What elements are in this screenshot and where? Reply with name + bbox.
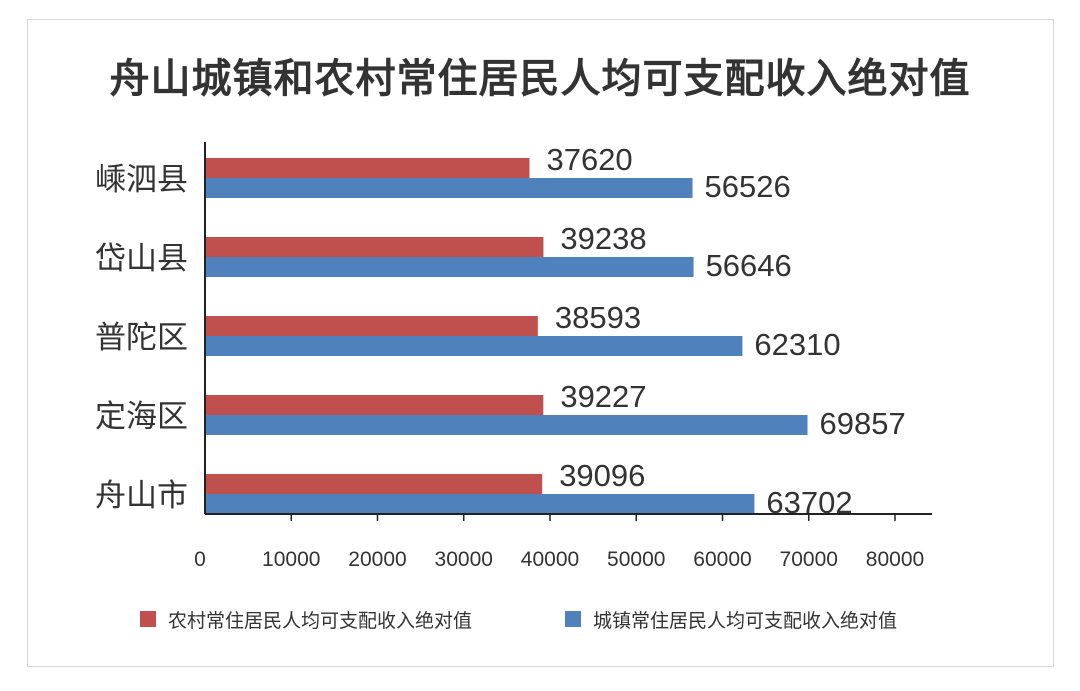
- category-label-1: 岱山县: [95, 241, 188, 277]
- data-label-urban-3: 69857: [820, 406, 906, 441]
- category-label-3: 定海区: [95, 399, 188, 435]
- x-tick-label-0: 0: [194, 548, 206, 571]
- data-label-rural-3: 39227: [560, 379, 646, 414]
- x-tick-label-1: 10000: [262, 548, 320, 571]
- bar-urban-0: [205, 178, 693, 198]
- bar-urban-2: [205, 336, 743, 356]
- x-tick-label-3: 30000: [435, 548, 493, 571]
- bar-urban-3: [205, 415, 808, 435]
- bar-rural-1: [205, 237, 544, 257]
- chart-title: 舟山城镇和农村常住居民人均可支配收入绝对值: [109, 56, 971, 102]
- category-label-4: 舟山市: [95, 478, 188, 514]
- bar-rural-4: [205, 474, 543, 494]
- category-label-0: 嵊泗县: [95, 162, 188, 198]
- bar-rural-0: [205, 158, 530, 178]
- legend-swatch-rural: [140, 611, 156, 627]
- legend-swatch-urban: [565, 611, 581, 627]
- x-tick-label-6: 60000: [693, 548, 751, 571]
- x-tick-label-7: 70000: [780, 548, 838, 571]
- x-tick-label-5: 50000: [607, 548, 665, 571]
- data-label-urban-2: 62310: [754, 327, 840, 362]
- category-label-2: 普陀区: [95, 320, 188, 356]
- data-label-rural-4: 39096: [559, 458, 645, 493]
- legend-label-urban: 城镇常住居民人均可支配收入绝对值: [593, 609, 898, 632]
- bar-urban-1: [205, 257, 694, 277]
- x-tick-label-8: 80000: [866, 548, 924, 571]
- x-tick-label-4: 40000: [521, 548, 579, 571]
- bar-rural-3: [205, 395, 544, 415]
- data-label-urban-0: 56526: [705, 169, 791, 204]
- data-label-rural-2: 38593: [555, 300, 641, 335]
- data-label-rural-1: 39238: [560, 221, 646, 256]
- x-tick-label-2: 20000: [348, 548, 406, 571]
- bar-rural-2: [205, 316, 538, 336]
- legend-item-rural: 农村常住居民人均可支配收入绝对值: [140, 604, 472, 634]
- data-label-urban-1: 56646: [706, 248, 792, 283]
- bar-urban-4: [205, 494, 755, 514]
- data-label-rural-0: 37620: [546, 142, 632, 177]
- legend-item-urban: 城镇常住居民人均可支配收入绝对值: [565, 604, 897, 634]
- legend-label-rural: 农村常住居民人均可支配收入绝对值: [168, 609, 473, 632]
